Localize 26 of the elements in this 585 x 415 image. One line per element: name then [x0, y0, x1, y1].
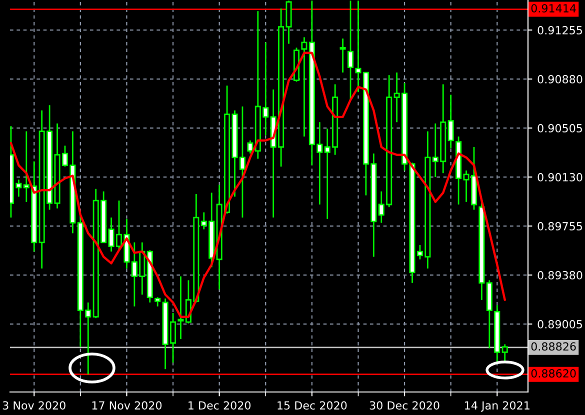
candlestick [448, 94, 454, 149]
y-tick-label: 0.89005 [538, 320, 582, 328]
y-tick-label: 0.89755 [538, 222, 582, 230]
ref-line-label: 0.88826 [531, 342, 576, 351]
candlestick [502, 344, 508, 362]
x-tick-label: 14 Jan 2021 [465, 401, 530, 412]
candlestick [178, 276, 184, 340]
y-tick-label: 0.90880 [538, 75, 582, 84]
ref-line-label: 0.91414 [531, 4, 576, 12]
ref-line-label: 0.88620 [531, 369, 576, 378]
x-tick-label: 1 Dec 2020 [188, 401, 251, 410]
candlestick [247, 140, 254, 154]
x-tick-label: 15 Dec 2020 [278, 401, 347, 410]
candlestick [301, 36, 308, 138]
y-tick-label: 0.89380 [538, 271, 582, 280]
x-tick-label: 3 Nov 2020 [2, 401, 66, 410]
y-tick-label: 0.90130 [538, 173, 582, 182]
candlestick [348, 0, 354, 101]
y-tick-label: 0.91255 [538, 26, 582, 34]
x-tick-label: 30 Dec 2020 [370, 401, 440, 410]
y-tick-label: 0.90505 [538, 124, 582, 132]
x-tick-label: 17 Nov 2020 [92, 401, 162, 410]
candlestick [154, 296, 161, 308]
candlestick [355, 0, 362, 93]
candlestick [340, 38, 346, 74]
candlestick [23, 130, 30, 203]
